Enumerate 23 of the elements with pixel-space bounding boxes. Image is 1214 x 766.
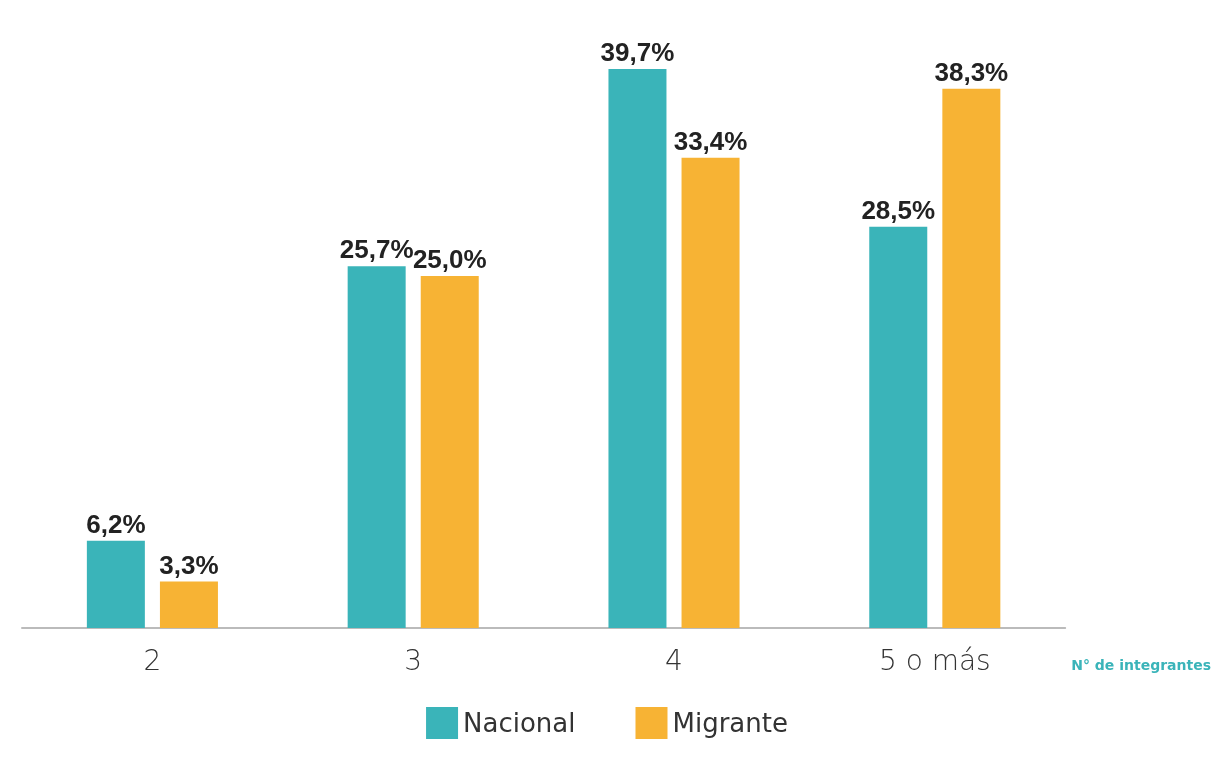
x-tick-label: 5 o más: [878, 643, 991, 677]
bar: [420, 275, 479, 628]
x-tick-label: 2: [143, 643, 162, 677]
bar: [347, 266, 406, 628]
x-axis-title: N° de integrantes: [1071, 657, 1211, 673]
bar: [942, 88, 1001, 628]
legend-label: Nacional: [463, 708, 576, 738]
data-label: 39,7%: [600, 37, 675, 67]
data-label: 25,7%: [339, 234, 414, 265]
bar: [159, 581, 218, 628]
bar: [608, 69, 667, 628]
x-tick-label: 4: [665, 643, 683, 677]
legend-label: Migrante: [672, 708, 788, 738]
x-tick-label: 3: [404, 643, 423, 677]
bar: [869, 226, 928, 628]
bar: [681, 157, 740, 628]
data-label: 33,4%: [673, 125, 748, 156]
data-label: 3,3%: [159, 549, 219, 580]
data-label: 38,3%: [934, 56, 1009, 87]
data-label: 25,0%: [412, 243, 487, 274]
bar: [86, 540, 145, 628]
data-label: 28,5%: [861, 194, 936, 225]
data-label: 6,2%: [86, 508, 146, 539]
